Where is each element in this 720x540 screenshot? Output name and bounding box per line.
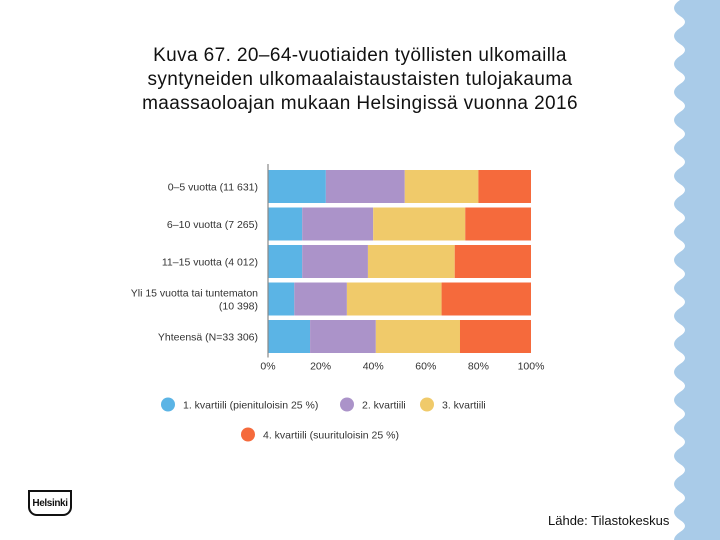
slide-title: Kuva 67. 20–64-vuotiaiden työllisten ulk… [60,44,660,116]
source-note: Lähde: Tilastokeskus [548,513,670,528]
title-line-2: syntyneiden ulkomaalaistaustaisten tuloj… [147,69,573,90]
bar-segment-q3-row-4 [346,282,442,316]
category-label-4-line-2: (10 398) [219,301,258,313]
bar-segment-q2-row-3 [302,245,368,278]
bar-segment-q3-row-2 [373,207,466,241]
bar-segment-q3-row-1 [404,170,479,203]
stacked-bar-chart: 0–5 vuotta (11 631) 6–10 vuotta (7 265) 11… [131,164,545,442]
bar-segment-q1-row-5 [268,320,311,353]
legend-label-q4: 4. kvartiili (suurituloisin 25 %) [263,430,399,442]
category-label-2: 6–10 vuotta (7 265) [167,219,258,231]
title-line-1: Kuva 67. 20–64-vuotiaiden työllisten ulk… [153,45,567,66]
legend-swatch-q1 [161,397,175,412]
category-label-3: 11–15 vuotta (4 012) [162,257,258,269]
x-tick-label-20: 20% [310,361,331,373]
bar-segment-q1-row-4 [268,282,295,316]
bar-segment-q4-row-4 [441,282,531,316]
bar-segment-q4-row-5 [459,320,531,353]
category-label-5: Yhteensä (N=33 306) [158,332,258,344]
legend-swatch-q3 [420,397,434,412]
legend-label-q1: 1. kvartiili (pienituloisin 25 %) [183,400,318,412]
bar-segment-q1-row-3 [268,245,303,278]
category-label-4-line-1: Yli 15 vuotta tai tuntematon [131,288,258,300]
title-line-3: maassaoloajan mukaan Helsingissä vuonna … [142,93,578,114]
bar-segment-q2-row-4 [294,282,347,316]
legend-swatch-q4 [241,427,255,442]
x-tick-label-100: 100% [518,361,545,373]
bar-segment-q1-row-1 [268,170,326,203]
x-tick-label-60: 60% [415,361,436,373]
bar-segment-q1-row-2 [268,207,303,241]
bar-segment-q3-row-3 [367,245,455,278]
bar-segment-q4-row-1 [478,170,531,203]
x-tick-label-0: 0% [260,361,275,373]
x-tick-label-40: 40% [363,361,384,373]
bar-segment-q2-row-1 [325,170,405,203]
legend-label-q3: 3. kvartiili [442,400,486,412]
bar-segment-q2-row-5 [310,320,376,353]
bar-segment-q4-row-2 [465,207,531,241]
bar-segment-q4-row-3 [454,245,531,278]
legend-swatch-q2 [340,397,354,412]
legend-label-q2: 2. kvartiili [362,400,406,412]
x-tick-label-80: 80% [468,361,489,373]
decorative-wave-border [674,0,720,540]
wave-edge [674,0,720,540]
category-label-1: 0–5 vuotta (11 631) [168,182,258,194]
bar-segment-q3-row-5 [375,320,460,353]
helsinki-logo: Helsinki [28,490,72,516]
logo-text: Helsinki [32,497,68,509]
bar-segment-q2-row-2 [302,207,374,241]
